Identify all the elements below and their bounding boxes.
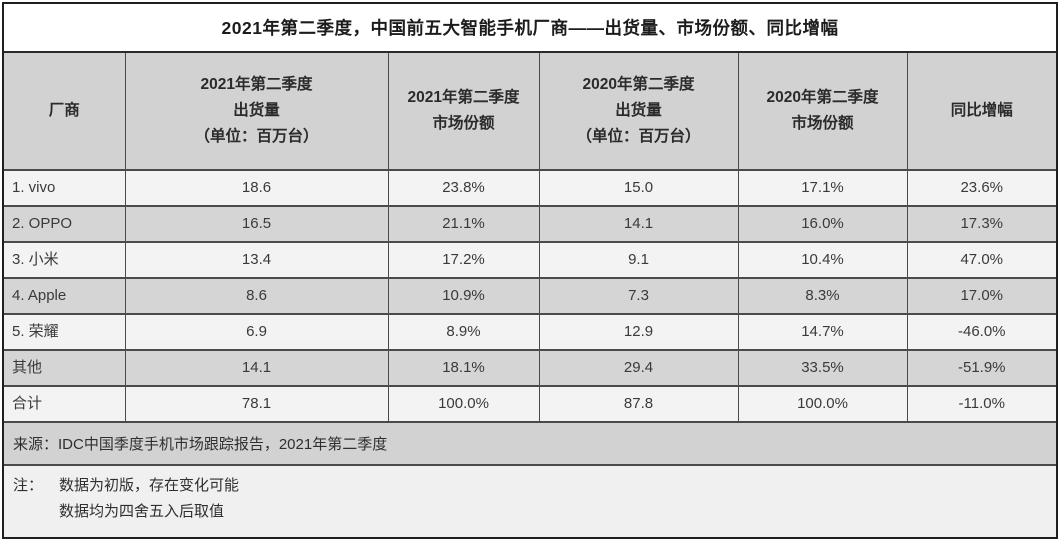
source-row: 来源：IDC中国季度手机市场跟踪报告，2021年第二季度 [4, 421, 1056, 466]
header-row: 厂商 2021年第二季度 出货量 （单位：百万台） 2021年第二季度 市场份额 2020年… [4, 53, 1056, 171]
value-cell: 78.1 [124, 385, 389, 421]
vendor-cell: 4. Apple [4, 277, 126, 314]
value-cell: 47.0% [906, 241, 1056, 278]
value-cell: 18.6 [124, 169, 389, 206]
value-cell: 17.1% [737, 169, 908, 206]
table-row: 1. vivo 18.6 23.8% 15.0 17.1% 23.6% [4, 169, 1056, 206]
value-cell: 10.4% [737, 241, 908, 278]
value-cell: 100.0% [737, 385, 908, 421]
value-cell: 16.5 [124, 205, 389, 242]
table-body: 1. vivo 18.6 23.8% 15.0 17.1% 23.6% 2. OPPO 16.… [4, 169, 1056, 421]
note-line: 数据均为四舍五入后取值 [59, 503, 225, 520]
value-cell: 21.1% [387, 205, 540, 242]
value-cell: -11.0% [906, 385, 1056, 421]
column-header-shipments-2021q2: 2021年第二季度 出货量 （单位：百万台） [124, 53, 389, 171]
vendor-cell: 其他 [4, 349, 126, 386]
table-row: 4. Apple 8.6 10.9% 7.3 8.3% 17.0% [4, 277, 1056, 314]
value-cell: 18.1% [387, 349, 540, 386]
table-row: 合计 78.1 100.0% 87.8 100.0% -11.0% [4, 385, 1056, 421]
note-lines: 数据为初版，存在变化可能 数据均为四舍五入后取值 [59, 473, 1047, 525]
note-label: 注： [13, 477, 44, 494]
value-cell: 10.9% [387, 277, 540, 314]
value-cell: 23.8% [387, 169, 540, 206]
vendor-cell: 5. 荣耀 [4, 313, 126, 350]
table-row: 3. 小米 13.4 17.2% 9.1 10.4% 47.0% [4, 241, 1056, 278]
value-cell: 15.0 [538, 169, 739, 206]
table-row: 5. 荣耀 6.9 8.9% 12.9 14.7% -46.0% [4, 313, 1056, 350]
value-cell: 8.6 [124, 277, 389, 314]
value-cell: 17.3% [906, 205, 1056, 242]
vendor-data-table: 厂商 2021年第二季度 出货量 （单位：百万台） 2021年第二季度 市场份额 2020年… [4, 53, 1056, 421]
note-line: 数据为初版，存在变化可能 [59, 477, 240, 494]
value-cell: 13.4 [124, 241, 389, 278]
column-header-shipments-2020q2: 2020年第二季度 出货量 （单位：百万台） [538, 53, 739, 171]
value-cell: 17.2% [387, 241, 540, 278]
value-cell: 8.3% [737, 277, 908, 314]
value-cell: 8.9% [387, 313, 540, 350]
value-cell: -46.0% [906, 313, 1056, 350]
value-cell: 12.9 [538, 313, 739, 350]
value-cell: 33.5% [737, 349, 908, 386]
table-title: 2021年第二季度，中国前五大智能手机厂商——出货量、市场份额、同比增幅 [4, 4, 1056, 53]
note-row: 注： 数据为初版，存在变化可能 数据均为四舍五入后取值 [4, 466, 1056, 537]
value-cell: 14.7% [737, 313, 908, 350]
table-row: 2. OPPO 16.5 21.1% 14.1 16.0% 17.3% [4, 205, 1056, 242]
column-header-share-2020q2: 2020年第二季度 市场份额 [737, 53, 908, 171]
value-cell: 16.0% [737, 205, 908, 242]
table-row: 其他 14.1 18.1% 29.4 33.5% -51.9% [4, 349, 1056, 386]
value-cell: 29.4 [538, 349, 739, 386]
value-cell: 9.1 [538, 241, 739, 278]
vendor-cell: 2. OPPO [4, 205, 126, 242]
vendor-cell: 3. 小米 [4, 241, 126, 278]
value-cell: 87.8 [538, 385, 739, 421]
value-cell: 100.0% [387, 385, 540, 421]
value-cell: 14.1 [538, 205, 739, 242]
column-header-yoy-growth: 同比增幅 [906, 53, 1056, 171]
vendor-cell: 合计 [4, 385, 126, 421]
vendor-cell: 1. vivo [4, 169, 126, 206]
column-header-vendor: 厂商 [4, 53, 126, 171]
value-cell: 7.3 [538, 277, 739, 314]
value-cell: -51.9% [906, 349, 1056, 386]
column-header-share-2021q2: 2021年第二季度 市场份额 [387, 53, 540, 171]
value-cell: 6.9 [124, 313, 389, 350]
value-cell: 14.1 [124, 349, 389, 386]
value-cell: 23.6% [906, 169, 1056, 206]
value-cell: 17.0% [906, 277, 1056, 314]
